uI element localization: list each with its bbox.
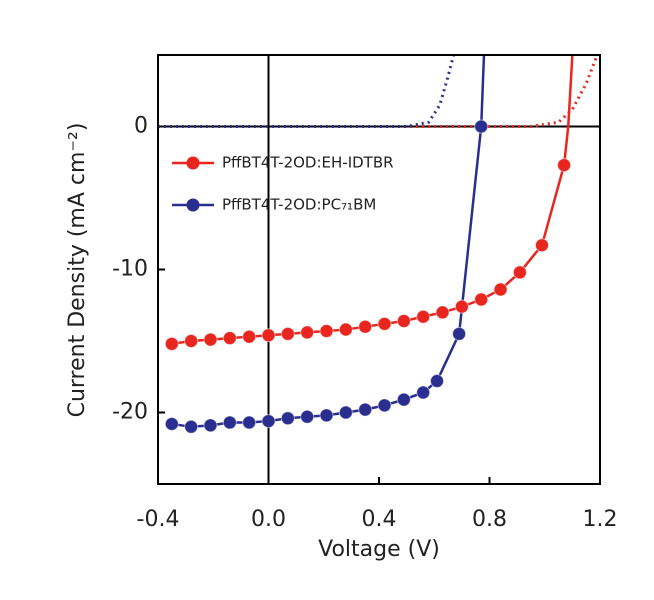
data-point — [377, 398, 392, 413]
data-point — [164, 336, 179, 351]
legend-marker — [186, 156, 200, 170]
data-point — [358, 402, 373, 417]
x-tick-label: 0.8 — [472, 507, 507, 532]
legend-label: PffBT4T-2OD:EH-IDTBR — [222, 154, 394, 172]
data-point — [261, 328, 276, 343]
y-tick-label: 0 — [134, 114, 148, 139]
data-point — [300, 325, 315, 340]
series-line — [171, 164, 566, 346]
data-point — [474, 119, 489, 134]
data-point — [280, 326, 295, 341]
data-point — [534, 238, 549, 253]
data-point — [377, 316, 392, 331]
plot-area — [158, 55, 599, 434]
x-tick-label: -0.4 — [137, 507, 180, 532]
legend-marker — [186, 198, 200, 212]
data-point — [474, 292, 489, 307]
plot-frame — [157, 54, 601, 485]
series-line — [158, 55, 456, 128]
data-point — [319, 323, 334, 338]
data-point — [452, 326, 467, 341]
data-point — [396, 392, 411, 407]
data-point — [203, 332, 218, 347]
data-point — [338, 405, 353, 420]
data-point — [396, 313, 411, 328]
data-point — [557, 158, 572, 173]
data-point — [203, 418, 218, 433]
x-tick-label: 0.4 — [362, 507, 397, 532]
data-point — [435, 305, 450, 320]
y-axis-label: Current Density (mA cm⁻²) — [65, 123, 90, 418]
data-point — [242, 329, 257, 344]
data-point — [454, 299, 469, 314]
legend-label: PffBT4T-2OD:PC₇₁BM — [222, 196, 376, 214]
data-point — [416, 309, 431, 324]
data-point — [222, 331, 237, 346]
data-point — [319, 408, 334, 423]
x-tick-label: 0.0 — [251, 507, 286, 532]
data-point — [184, 419, 199, 434]
data-point — [164, 416, 179, 431]
data-point — [222, 415, 237, 430]
data-point — [242, 415, 257, 430]
data-point — [184, 334, 199, 348]
data-point — [493, 282, 508, 297]
data-point — [430, 374, 445, 389]
data-point — [300, 409, 315, 424]
x-axis-label: Voltage (V) — [318, 537, 440, 562]
series-line — [158, 55, 599, 128]
data-point — [512, 265, 527, 280]
series-line — [562, 55, 574, 166]
data-point — [338, 322, 353, 337]
data-point — [416, 385, 431, 400]
series-line — [479, 55, 486, 127]
y-tick-label: -20 — [112, 400, 148, 425]
data-point — [280, 411, 295, 426]
x-tick-label: 1.2 — [583, 507, 618, 532]
data-point — [358, 319, 373, 334]
y-tick-label: -10 — [112, 257, 148, 282]
data-point — [261, 414, 276, 429]
